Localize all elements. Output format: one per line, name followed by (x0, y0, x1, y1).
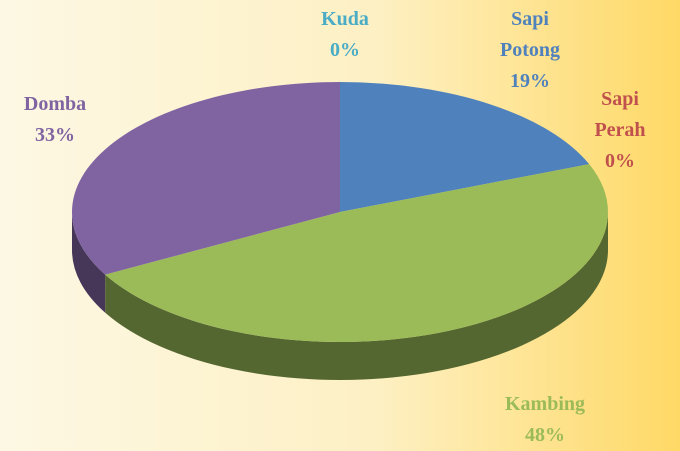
pie-slice (340, 82, 590, 212)
pie-slice (105, 164, 609, 343)
value-label: 0% (330, 39, 360, 61)
data-label: Kuda 0% (295, 4, 395, 66)
value-label: 33% (35, 124, 75, 146)
data-label: Sapi Perah 0% (575, 84, 665, 177)
value-label: 48% (525, 424, 565, 446)
pie-side (72, 212, 106, 313)
category-label: Kambing (504, 393, 586, 415)
pie-side (105, 212, 608, 381)
category-label: Kuda (321, 8, 369, 30)
data-label: Sapi Potong 19% (470, 4, 590, 97)
category-label: Domba (23, 93, 87, 115)
pie-slice (71, 82, 340, 275)
category-label: Sapi Perah (594, 88, 646, 141)
category-label: Sapi Potong (500, 8, 560, 61)
data-label: Domba 33% (0, 89, 110, 151)
data-label: Kambing 48% (480, 389, 610, 451)
value-label: 19% (510, 70, 550, 92)
value-label: 0% (605, 150, 635, 172)
